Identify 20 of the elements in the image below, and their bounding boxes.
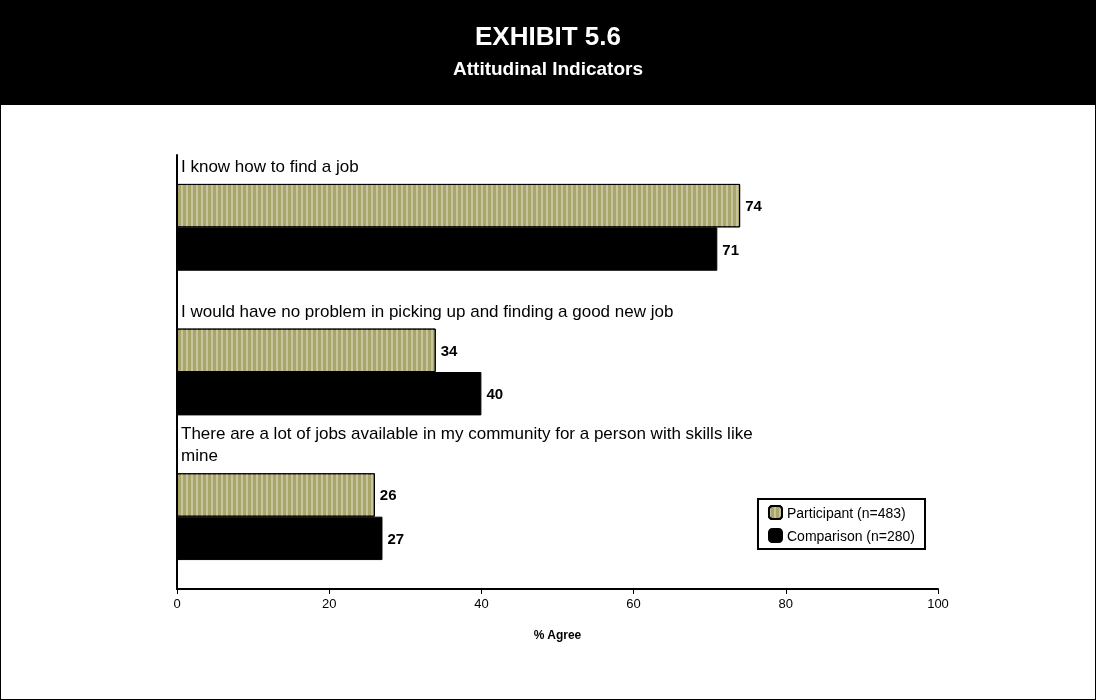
data-label: 74 (745, 197, 763, 215)
x-tick-label: 40 (474, 596, 489, 611)
x-tick-label: 100 (927, 596, 949, 611)
y-tick-label: I know how to find a job (181, 156, 359, 176)
legend-label: Comparison (n=280) (786, 527, 916, 544)
data-label: 26 (379, 486, 397, 504)
data-label: 27 (387, 529, 405, 547)
data-label: 34 (440, 341, 459, 359)
legend-label: Participant (n=483) (786, 504, 906, 521)
x-tick-label: 20 (321, 596, 337, 611)
x-axis-title: % Agree (533, 628, 582, 642)
x-tick-label: 60 (626, 596, 641, 611)
data-label: 71 (722, 240, 739, 258)
y-tick-label: There are a lot of jobs available in my community for a person with skills like mine (181, 424, 758, 466)
y-tick-label: I would have no problem in picking up and finding a good new job (181, 301, 674, 321)
chart-subtitle: Attitudinal Indicators (452, 58, 644, 80)
data-label: 40 (486, 385, 504, 403)
x-tick-label: 0 (173, 596, 181, 611)
x-tick-label: 80 (778, 596, 794, 611)
chart-title: EXHIBIT 5.6 (474, 21, 622, 52)
